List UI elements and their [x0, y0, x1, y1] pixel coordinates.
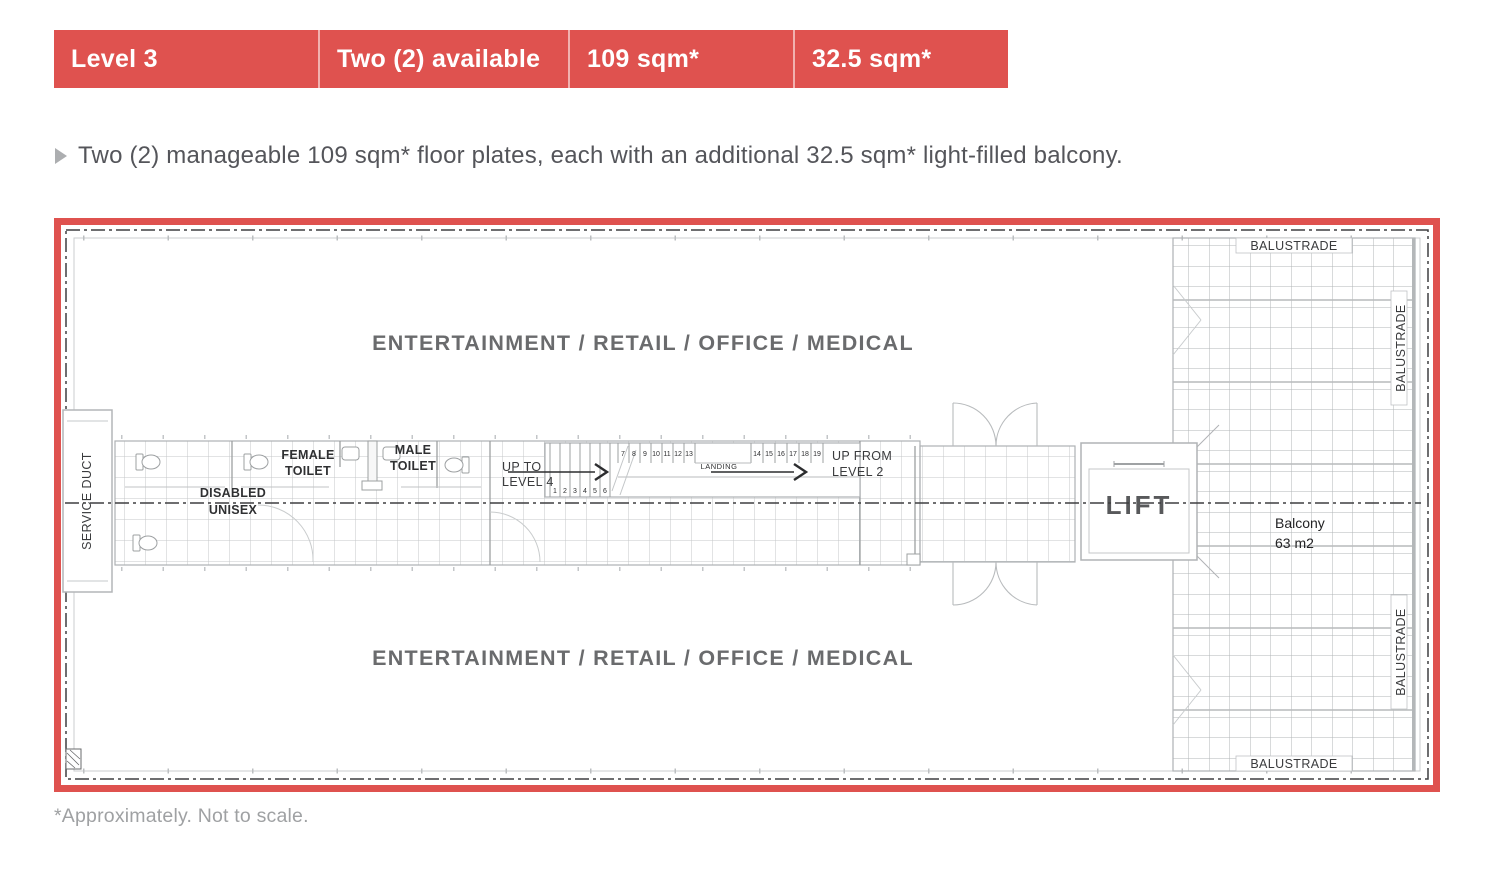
stairs: UP TO LEVEL 4 LANDING UP FROM LEVEL 2 1 …	[502, 442, 892, 498]
svg-text:4: 4	[583, 488, 587, 495]
label-up-from-line2: LEVEL 2	[832, 465, 884, 479]
label-up-from-line1: UP FROM	[832, 449, 892, 463]
label-balustrade-right-upper: BALUSTRADE	[1394, 304, 1408, 391]
bullet-row: Two (2) manageable 109 sqm* floor plates…	[55, 142, 1123, 170]
label-male-line1: MALE	[395, 443, 432, 457]
label-service-duct: SERVICE DUCT	[80, 452, 94, 550]
label-up-to-line1: UP TO	[502, 460, 542, 474]
spec-cell-availability: Two (2) available	[318, 30, 568, 88]
floor-plan-drawing: BALUSTRADE BALUSTRADE BALUSTRADE BALUSTR…	[62, 229, 1429, 780]
svg-text:3: 3	[573, 488, 577, 495]
toilet-fixtures	[132, 440, 470, 552]
svg-text:15: 15	[765, 451, 773, 458]
spec-cell-level: Level 3	[71, 45, 158, 73]
corner-hatch	[65, 748, 82, 770]
label-female-line2: TOILET	[285, 464, 331, 478]
label-balustrade-top: BALUSTRADE	[1250, 239, 1337, 253]
label-lift: LIFT	[1106, 490, 1173, 520]
label-female-line1: FEMALE	[281, 448, 334, 462]
label-zone-bottom: ENTERTAINMENT / RETAIL / OFFICE / MEDICA…	[372, 646, 914, 670]
spec-bar: Level 3 Two (2) available 109 sqm* 32.5 …	[54, 30, 1008, 88]
footnote: *Approximately. Not to scale.	[54, 805, 309, 827]
svg-text:17: 17	[789, 451, 797, 458]
label-landing: LANDING	[701, 462, 738, 471]
spec-cell-floor-area: 109 sqm*	[568, 30, 793, 88]
svg-text:19: 19	[813, 451, 821, 458]
floor-plan-frame: BALUSTRADE BALUSTRADE BALUSTRADE BALUSTR…	[54, 218, 1440, 792]
label-balcony-size: 63 m2	[1275, 535, 1314, 551]
label-male-line2: TOILET	[390, 459, 436, 473]
svg-text:9: 9	[643, 451, 647, 458]
label-balustrade-bottom: BALUSTRADE	[1250, 757, 1337, 771]
svg-text:16: 16	[777, 451, 785, 458]
svg-text:13: 13	[685, 451, 693, 458]
spec-cell-balcony-area: 32.5 sqm*	[793, 30, 1008, 88]
svg-text:8: 8	[632, 451, 636, 458]
svg-text:1: 1	[553, 488, 557, 495]
stair-numbers: 1 2 3 4 5 6 7 8 9 10 11 12 13 14 15 16 1	[553, 451, 821, 495]
svg-text:18: 18	[801, 451, 809, 458]
label-up-to-line2: LEVEL 4	[502, 475, 554, 489]
bullet-text: Two (2) manageable 109 sqm* floor plates…	[78, 142, 1123, 169]
service-duct: SERVICE DUCT	[62, 409, 113, 593]
lift-box: LIFT	[1080, 424, 1220, 579]
label-balustrade-right-lower: BALUSTRADE	[1394, 608, 1408, 695]
bullet-arrow-icon	[55, 148, 67, 164]
label-zone-top: ENTERTAINMENT / RETAIL / OFFICE / MEDICA…	[372, 331, 914, 355]
svg-text:12: 12	[674, 451, 682, 458]
label-disabled-line2: UNISEX	[209, 503, 258, 517]
label-disabled-line1: DISABLED	[200, 486, 266, 500]
balcony-area: BALUSTRADE BALUSTRADE BALUSTRADE BALUSTR…	[1172, 237, 1416, 772]
svg-text:7: 7	[621, 451, 625, 458]
svg-text:14: 14	[753, 451, 761, 458]
svg-text:5: 5	[593, 488, 597, 495]
label-balcony: Balcony	[1275, 515, 1325, 531]
double-doors	[952, 402, 1038, 606]
svg-text:11: 11	[663, 451, 670, 458]
svg-text:2: 2	[563, 488, 567, 495]
svg-text:10: 10	[652, 451, 660, 458]
svg-text:6: 6	[603, 488, 607, 495]
